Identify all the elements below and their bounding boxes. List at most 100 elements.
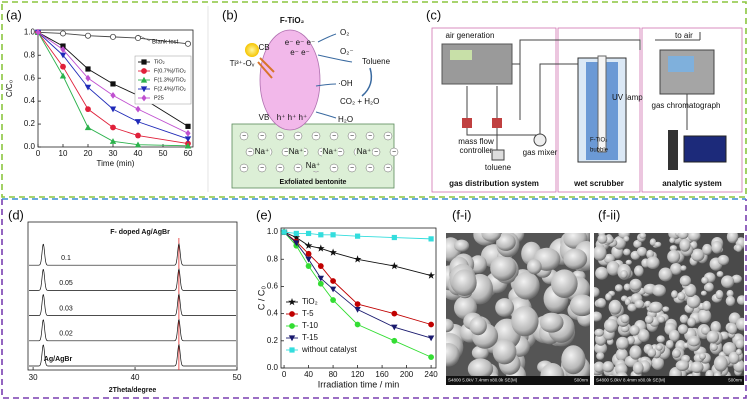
particle (671, 290, 678, 299)
info-bar (446, 376, 590, 385)
x-tick-label: 40 (134, 149, 143, 158)
pattern-line (29, 318, 236, 342)
particle (594, 328, 604, 337)
minus: − (260, 133, 264, 140)
diagram-c: air generation to air UV lamp gas chroma… (431, 27, 743, 193)
diagram-b: F-TiO₂ CB e⁻ e⁻ e⁻ e⁻ e⁻ Ti³⁺-Oᵥ O₂ O₂⁻ … (230, 16, 399, 189)
label: F-TiO₂ (590, 138, 608, 144)
marker (35, 28, 41, 36)
ion: Na⁺ (255, 147, 269, 156)
marker (59, 72, 67, 79)
caption: S4800 5.0kV 7.4mm x80.0k SE(M) (448, 378, 518, 383)
particle (634, 299, 645, 309)
panel-label: (f-ii) (598, 207, 620, 222)
label: e⁻ e⁻ (290, 48, 310, 57)
particle (594, 286, 600, 298)
minus: − (248, 149, 252, 156)
charge (365, 131, 375, 141)
particle (624, 298, 631, 306)
label: VB (259, 113, 270, 122)
marker (391, 234, 397, 241)
particle (623, 283, 631, 291)
x-tick-label: 40 (131, 373, 140, 382)
bottom-border (1, 199, 747, 399)
marker (305, 256, 312, 263)
chart: 0 10 20 30 40 50 60 0.0 0.2 0.4 0.6 0.8 1.0 Time (min… (5, 27, 194, 168)
marker (85, 32, 92, 39)
sem-frame (594, 233, 744, 385)
marker (330, 297, 336, 303)
particle (636, 246, 647, 257)
x-tick-label: 50 (233, 373, 242, 382)
legend-marker (289, 323, 295, 329)
particle (736, 317, 744, 331)
particle (605, 292, 612, 301)
marker (317, 275, 325, 282)
charge (329, 131, 339, 141)
particle (646, 249, 654, 259)
series-line (283, 231, 432, 339)
particle (561, 345, 586, 375)
label: bubble (590, 148, 609, 154)
particle (526, 259, 542, 275)
charge (239, 131, 249, 141)
label: controller (460, 146, 493, 155)
minus: − (392, 149, 396, 156)
pipe (466, 86, 541, 150)
particle (563, 248, 588, 270)
top-border (1, 1, 747, 198)
particles (594, 233, 744, 385)
particle (495, 298, 515, 317)
marker (428, 354, 434, 361)
particle (710, 321, 722, 334)
particle (606, 261, 620, 276)
x-tick-label: 80 (329, 370, 338, 379)
marker (391, 310, 398, 317)
particle (668, 329, 680, 342)
info-bar (594, 376, 744, 385)
particle (620, 325, 630, 333)
charge (239, 163, 249, 173)
charge (383, 131, 393, 141)
ion: Na⁺ (289, 147, 303, 156)
charge (329, 163, 339, 173)
label: air generation (446, 31, 495, 40)
legend-label: T-5 (302, 309, 314, 318)
label: e⁻ e⁻ e⁻ (285, 38, 315, 47)
particle (620, 314, 630, 324)
minus: − (350, 165, 354, 172)
pattern-line (29, 293, 236, 316)
arrow (315, 33, 353, 119)
label: Toluene (362, 57, 391, 66)
particle (727, 323, 738, 335)
particle (677, 324, 689, 335)
particle (671, 348, 681, 358)
marker (304, 241, 313, 249)
charts: 0 10 20 30 40 50 60 0.0 0.2 0.4 0.6 0.8 1.0 Time (min… (5, 27, 438, 393)
legend-label: F(1.3%)/TiO₂ (154, 77, 186, 83)
particle (602, 361, 614, 373)
legend-label: T-10 (302, 321, 319, 330)
minus: − (368, 133, 372, 140)
particle (690, 248, 705, 262)
marker (134, 141, 142, 148)
panel-label: (e) (256, 207, 272, 222)
particle (699, 352, 706, 360)
marker (59, 52, 67, 59)
particle (725, 295, 736, 307)
particle (677, 291, 686, 301)
particle (490, 255, 517, 281)
marker (60, 43, 66, 49)
marker (292, 233, 301, 241)
marker (427, 271, 435, 279)
y-tick-label: 0.2 (24, 119, 36, 128)
panel-label: (a) (6, 7, 22, 22)
marker (354, 321, 361, 328)
series-line (37, 32, 189, 147)
particle (452, 269, 477, 297)
particle (551, 269, 578, 298)
y-tick-label: 1.0 (267, 227, 279, 236)
x-tick-label: 160 (375, 370, 389, 379)
particle (613, 236, 626, 250)
particle (716, 270, 724, 278)
